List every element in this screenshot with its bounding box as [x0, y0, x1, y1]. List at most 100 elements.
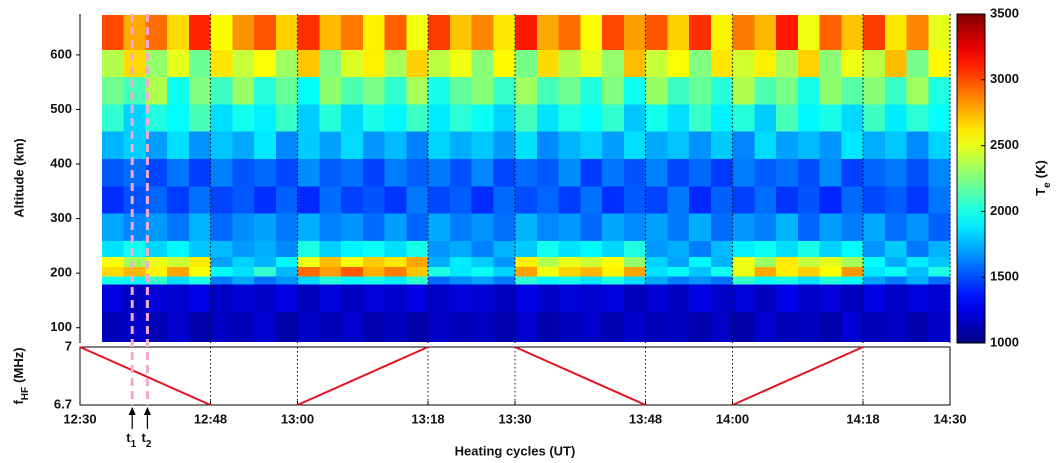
heatmap-cell	[232, 158, 255, 187]
heatmap-cell	[536, 275, 559, 285]
heatmap-cell	[406, 158, 429, 187]
heatmap-cell	[689, 15, 712, 50]
heatmap	[101, 15, 951, 342]
heatmap-cell	[167, 76, 190, 105]
heatmap-cell	[776, 185, 799, 214]
heatmap-cell	[797, 49, 820, 78]
heatmap-cell	[928, 284, 951, 312]
heatmap-cell	[254, 158, 277, 187]
heatmap-cell	[667, 15, 690, 50]
heatmap-cell	[188, 15, 211, 50]
heatmap-cell	[428, 311, 451, 342]
colorbar-tick-label: 1500	[990, 269, 1019, 284]
heatmap-cell	[602, 284, 625, 312]
heatmap-cell	[384, 311, 407, 342]
heatmap-cell	[384, 76, 407, 105]
heatmap-cell	[645, 256, 668, 268]
heatmap-cell	[863, 76, 886, 105]
heatmap-cell	[101, 131, 124, 159]
heatmap-cell	[145, 131, 168, 159]
heatmap-cell	[493, 76, 516, 105]
heatmap-cell	[906, 284, 929, 312]
heatmap-cell	[493, 213, 516, 241]
heatmap-cell	[167, 240, 190, 258]
heatmap-cell	[428, 266, 451, 277]
heatmap-cell	[558, 256, 581, 268]
heatmap-cell	[341, 104, 364, 132]
heatmap-cell	[819, 311, 842, 342]
heatmap-cell	[471, 311, 494, 342]
heatmap-cell	[689, 311, 712, 342]
heatmap-cell	[319, 158, 342, 187]
heatmap-cell	[101, 213, 124, 241]
heatmap-cell	[732, 131, 755, 159]
heatmap-cell	[536, 311, 559, 342]
heatmap-cell	[710, 131, 733, 159]
heatmap-cell	[341, 256, 364, 268]
heatmap-cell	[536, 185, 559, 214]
heatmap-cell	[362, 275, 385, 285]
heatmap-cell	[515, 275, 538, 285]
heatmap-cell	[297, 104, 320, 132]
heatmap-cell	[863, 266, 886, 277]
heatmap-cell	[667, 213, 690, 241]
heatmap-cell	[710, 76, 733, 105]
heatmap-cell	[319, 284, 342, 312]
heatmap-cell	[623, 266, 646, 277]
heatmap-cell	[145, 284, 168, 312]
heatmap-cell	[188, 266, 211, 277]
heatmap-cell	[123, 158, 146, 187]
line-series	[514, 346, 646, 406]
heatmap-cell	[123, 240, 146, 258]
heatmap-cell	[906, 15, 929, 50]
heatmap-cell	[819, 240, 842, 258]
heatmap-cell	[232, 104, 255, 132]
heatmap-cell	[384, 185, 407, 214]
heatmap-cell	[884, 104, 907, 132]
heatmap-cell	[145, 15, 168, 50]
heatmap-cell	[754, 49, 777, 78]
heatmap-cell	[884, 284, 907, 312]
heatmap-cell	[515, 311, 538, 342]
heatmap-cell	[536, 104, 559, 132]
heatmap-cell	[428, 256, 451, 268]
heatmap-cell	[297, 185, 320, 214]
heatmap-cell	[145, 185, 168, 214]
heatmap-cell	[275, 49, 298, 78]
heatmap-cell	[558, 185, 581, 214]
heatmap-cell	[928, 266, 951, 277]
heatmap-cell	[471, 213, 494, 241]
heatmap-cell	[101, 104, 124, 132]
heatmap-cell	[776, 256, 799, 268]
heatmap-cell	[580, 256, 603, 268]
heatmap-cell	[515, 104, 538, 132]
heatmap-cell	[689, 284, 712, 312]
heatmap-cell	[623, 76, 646, 105]
heatmap-cell	[167, 275, 190, 285]
y-tick-label: 200	[50, 265, 72, 280]
heatmap-cell	[275, 275, 298, 285]
heatmap-cell	[471, 104, 494, 132]
heatmap-cell	[319, 240, 342, 258]
heatmap-cell	[167, 15, 190, 50]
heatmap-cell	[254, 76, 277, 105]
heatmap-cell	[536, 76, 559, 105]
x-axis-label: Heating cycles (UT)	[455, 443, 576, 458]
heatmap-cell	[797, 240, 820, 258]
heatmap-cell	[188, 311, 211, 342]
heatmap-cell	[275, 158, 298, 187]
heatmap-cell	[384, 240, 407, 258]
y-tick-label: 7	[65, 338, 72, 353]
heatmap-cell	[602, 76, 625, 105]
heatmap-cell	[232, 256, 255, 268]
heatmap-cell	[406, 240, 429, 258]
heatmap-cell	[667, 158, 690, 187]
heatmap-cell	[123, 213, 146, 241]
heatmap-cell	[515, 266, 538, 277]
heatmap-cell	[297, 256, 320, 268]
heatmap-cell	[602, 15, 625, 50]
heatmap-cell	[536, 49, 559, 78]
heatmap-cell	[797, 256, 820, 268]
colorbar-tick-label: 3500	[990, 5, 1019, 20]
heatmap-cell	[884, 131, 907, 159]
